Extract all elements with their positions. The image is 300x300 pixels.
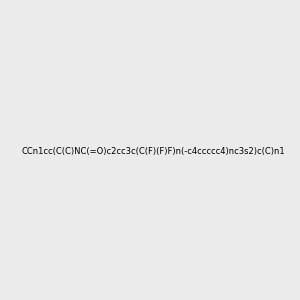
Text: CCn1cc(C(C)NC(=O)c2cc3c(C(F)(F)F)n(-c4ccccc4)nc3s2)c(C)n1: CCn1cc(C(C)NC(=O)c2cc3c(C(F)(F)F)n(-c4cc… <box>22 147 286 156</box>
